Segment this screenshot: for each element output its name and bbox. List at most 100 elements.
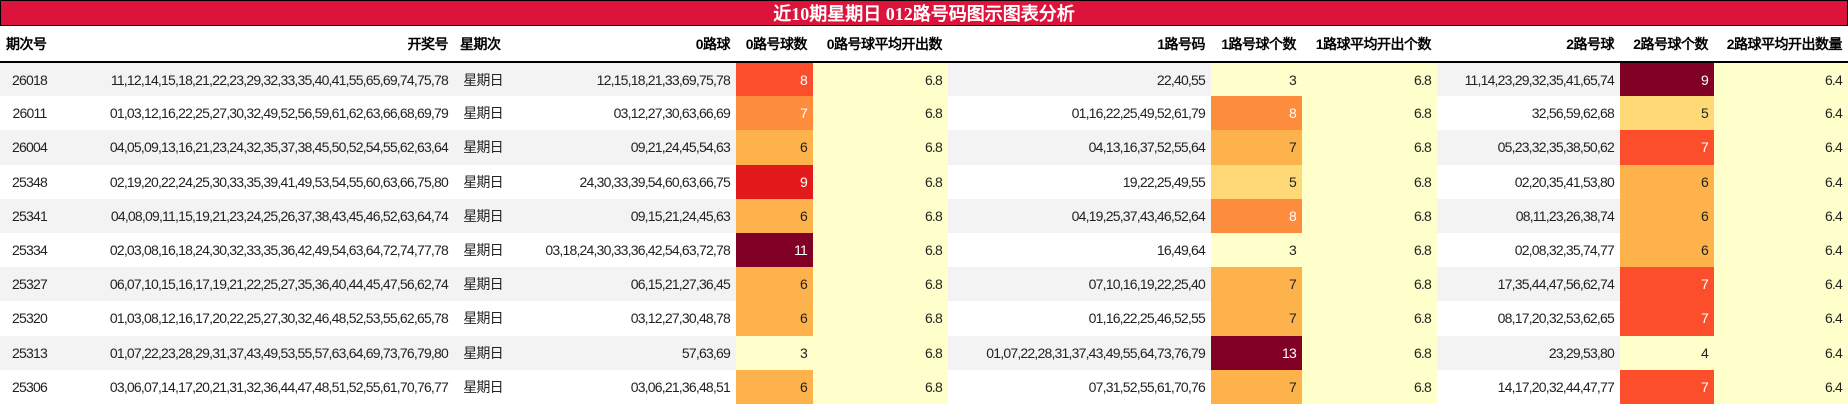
header-route2-balls[interactable]: 2路号球 — [1437, 26, 1620, 63]
cell-route1-balls: 01,16,22,25,49,52,61,79 — [948, 96, 1211, 131]
cell-route1-avg: 6.8 — [1302, 301, 1437, 336]
cell-numbers: 06,07,10,15,16,17,19,21,22,25,27,35,36,4… — [59, 267, 454, 302]
cell-numbers: 01,03,12,16,22,25,27,30,32,49,52,56,59,6… — [59, 96, 454, 131]
cell-route0-avg: 6.8 — [813, 198, 948, 233]
table-row: 25313 01,07,22,23,28,29,31,37,43,49,53,55… — [0, 335, 1848, 370]
cell-route1-avg: 6.8 — [1302, 62, 1437, 97]
cell-route1-avg: 6.8 — [1302, 267, 1437, 302]
cell-route2-balls: 32,56,59,62,68 — [1437, 96, 1620, 131]
cell-route2-avg: 6.4 — [1714, 232, 1848, 268]
cell-weekday: 星期日 — [454, 198, 512, 233]
cell-route2-balls: 02,08,32,35,74,77 — [1437, 232, 1620, 268]
header-route1-avg[interactable]: 1路球平均开出个数 — [1302, 26, 1437, 63]
cell-route1-count: 7 — [1211, 369, 1302, 404]
analysis-table: 期次号 开奖号 星期次 0路球 0路号球数 0路号球平均开出数 1路号码 1路号球个数 1路球平… — [0, 26, 1848, 404]
cell-route1-balls: 01,07,22,28,31,37,43,49,55,64,73,76,79 — [948, 335, 1211, 370]
cell-route0-balls: 09,15,21,24,45,63 — [512, 198, 736, 233]
cell-route1-balls: 16,49,64 — [948, 232, 1211, 268]
header-weekday[interactable]: 星期次 — [454, 26, 512, 63]
cell-route0-avg: 6.8 — [813, 369, 948, 404]
cell-route1-balls: 01,16,22,25,46,52,55 — [948, 301, 1211, 336]
cell-route1-count: 3 — [1211, 232, 1302, 268]
header-route0-count[interactable]: 0路号球数 — [736, 26, 813, 63]
header-issue[interactable]: 期次号 — [0, 26, 59, 63]
table-row: 25348 02,19,20,22,24,25,30,33,35,39,41,49… — [0, 164, 1848, 199]
cell-route0-count: 9 — [736, 164, 813, 199]
cell-route1-avg: 6.8 — [1302, 335, 1437, 370]
cell-route2-balls: 05,23,32,35,38,50,62 — [1437, 130, 1620, 165]
cell-route0-avg: 6.8 — [813, 267, 948, 302]
cell-numbers: 03,06,07,14,17,20,21,31,32,36,44,47,48,5… — [59, 369, 454, 404]
cell-issue: 26004 — [0, 130, 59, 165]
cell-issue: 25341 — [0, 198, 59, 233]
cell-weekday: 星期日 — [454, 369, 512, 404]
cell-issue: 25334 — [0, 232, 59, 268]
cell-numbers: 11,12,14,15,18,21,22,23,29,32,33,35,40,4… — [59, 62, 454, 97]
cell-route0-avg: 6.8 — [813, 301, 948, 336]
cell-route0-count: 3 — [736, 335, 813, 370]
table-row: 25334 02,03,08,16,18,24,30,32,33,35,36,42… — [0, 232, 1848, 268]
cell-route0-count: 6 — [736, 301, 813, 336]
cell-weekday: 星期日 — [454, 164, 512, 199]
cell-route0-balls: 03,18,24,30,33,36,42,54,63,72,78 — [512, 232, 736, 268]
table-row: 26018 11,12,14,15,18,21,22,23,29,32,33,35… — [0, 62, 1848, 97]
cell-route2-avg: 6.4 — [1714, 96, 1848, 131]
cell-route2-count: 6 — [1620, 164, 1714, 199]
cell-weekday: 星期日 — [454, 301, 512, 336]
cell-weekday: 星期日 — [454, 267, 512, 302]
header-numbers[interactable]: 开奖号 — [59, 26, 454, 63]
cell-route0-balls: 03,12,27,30,48,78 — [512, 301, 736, 336]
cell-route2-balls: 17,35,44,47,56,62,74 — [1437, 267, 1620, 302]
header-route1-balls[interactable]: 1路号码 — [948, 26, 1211, 63]
chart-title: 近10期星期日 012路号码图示图表分析 — [0, 0, 1848, 26]
cell-route0-balls: 03,06,21,36,48,51 — [512, 369, 736, 404]
cell-weekday: 星期日 — [454, 232, 512, 268]
header-route1-count[interactable]: 1路号球个数 — [1211, 26, 1302, 63]
cell-route1-count: 8 — [1211, 96, 1302, 131]
header-route2-count[interactable]: 2路号球个数 — [1620, 26, 1714, 63]
cell-numbers: 04,05,09,13,16,21,23,24,32,35,37,38,45,5… — [59, 130, 454, 165]
cell-route1-avg: 6.8 — [1302, 96, 1437, 131]
cell-route1-count: 8 — [1211, 198, 1302, 233]
cell-route2-avg: 6.4 — [1714, 335, 1848, 370]
cell-issue: 25306 — [0, 369, 59, 404]
cell-route1-balls: 19,22,25,49,55 — [948, 164, 1211, 199]
cell-route2-count: 6 — [1620, 232, 1714, 268]
cell-issue: 25313 — [0, 335, 59, 370]
cell-route1-avg: 6.8 — [1302, 198, 1437, 233]
cell-route0-balls: 03,12,27,30,63,66,69 — [512, 96, 736, 131]
cell-route1-balls: 22,40,55 — [948, 62, 1211, 97]
cell-route2-balls: 08,17,20,32,53,62,65 — [1437, 301, 1620, 336]
cell-route2-balls: 02,20,35,41,53,80 — [1437, 164, 1620, 199]
cell-weekday: 星期日 — [454, 96, 512, 131]
cell-numbers: 01,07,22,23,28,29,31,37,43,49,53,55,57,6… — [59, 335, 454, 370]
cell-route2-count: 9 — [1620, 62, 1714, 97]
header-route0-balls[interactable]: 0路球 — [512, 26, 736, 63]
table-row: 25341 04,08,09,11,15,19,21,23,24,25,26,37… — [0, 198, 1848, 233]
cell-issue: 25348 — [0, 164, 59, 199]
cell-route0-count: 6 — [736, 369, 813, 404]
cell-route0-count: 6 — [736, 198, 813, 233]
cell-route2-balls: 14,17,20,32,44,47,77 — [1437, 369, 1620, 404]
cell-route1-count: 5 — [1211, 164, 1302, 199]
header-row: 期次号 开奖号 星期次 0路球 0路号球数 0路号球平均开出数 1路号码 1路号球个数 1路球平… — [0, 26, 1848, 63]
cell-route1-balls: 07,31,52,55,61,70,76 — [948, 369, 1211, 404]
cell-numbers: 02,19,20,22,24,25,30,33,35,39,41,49,53,5… — [59, 164, 454, 199]
cell-route1-avg: 6.8 — [1302, 130, 1437, 165]
cell-route1-count: 7 — [1211, 301, 1302, 336]
cell-route1-balls: 07,10,16,19,22,25,40 — [948, 267, 1211, 302]
cell-route2-count: 4 — [1620, 335, 1714, 370]
cell-route1-balls: 04,19,25,37,43,46,52,64 — [948, 198, 1211, 233]
cell-route0-balls: 57,63,69 — [512, 335, 736, 370]
cell-route0-balls: 12,15,18,21,33,69,75,78 — [512, 62, 736, 97]
cell-route0-balls: 24,30,33,39,54,60,63,66,75 — [512, 164, 736, 199]
table-row: 25327 06,07,10,15,16,17,19,21,22,25,27,35… — [0, 267, 1848, 302]
cell-route2-count: 7 — [1620, 301, 1714, 336]
cell-route2-count: 7 — [1620, 267, 1714, 302]
header-route0-avg[interactable]: 0路号球平均开出数 — [813, 26, 948, 63]
cell-route0-avg: 6.8 — [813, 232, 948, 268]
cell-route2-avg: 6.4 — [1714, 130, 1848, 165]
cell-route1-balls: 04,13,16,37,52,55,64 — [948, 130, 1211, 165]
header-route2-avg[interactable]: 2路球平均开出数量 — [1714, 26, 1848, 63]
cell-numbers: 01,03,08,12,16,17,20,22,25,27,30,32,46,4… — [59, 301, 454, 336]
